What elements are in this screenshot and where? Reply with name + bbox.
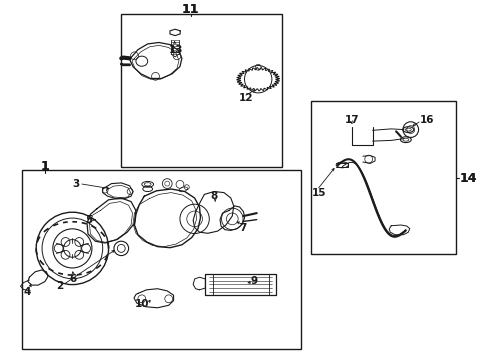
Text: 14: 14 [459, 172, 476, 185]
Text: 8: 8 [210, 191, 217, 201]
Text: 5: 5 [85, 215, 93, 225]
Text: 11: 11 [182, 3, 199, 15]
Text: 1: 1 [41, 160, 49, 173]
Bar [121, 14, 282, 167]
Text: 11: 11 [182, 3, 199, 15]
Text: 12: 12 [238, 93, 253, 103]
Text: 7: 7 [239, 222, 246, 233]
Text: 4: 4 [23, 287, 31, 297]
Text: 10: 10 [134, 299, 149, 309]
Text: 2: 2 [56, 281, 63, 291]
Text: 14: 14 [459, 172, 476, 185]
Text: 1: 1 [41, 160, 49, 173]
Text: 17: 17 [344, 114, 359, 125]
Text: 9: 9 [250, 276, 257, 286]
Text: 16: 16 [419, 114, 433, 125]
Bar [310, 101, 455, 254]
Text: 15: 15 [311, 188, 326, 198]
Text: 13: 13 [168, 45, 183, 55]
Bar [22, 170, 300, 349]
Text: 3: 3 [72, 179, 79, 189]
Text: 6: 6 [70, 274, 77, 284]
